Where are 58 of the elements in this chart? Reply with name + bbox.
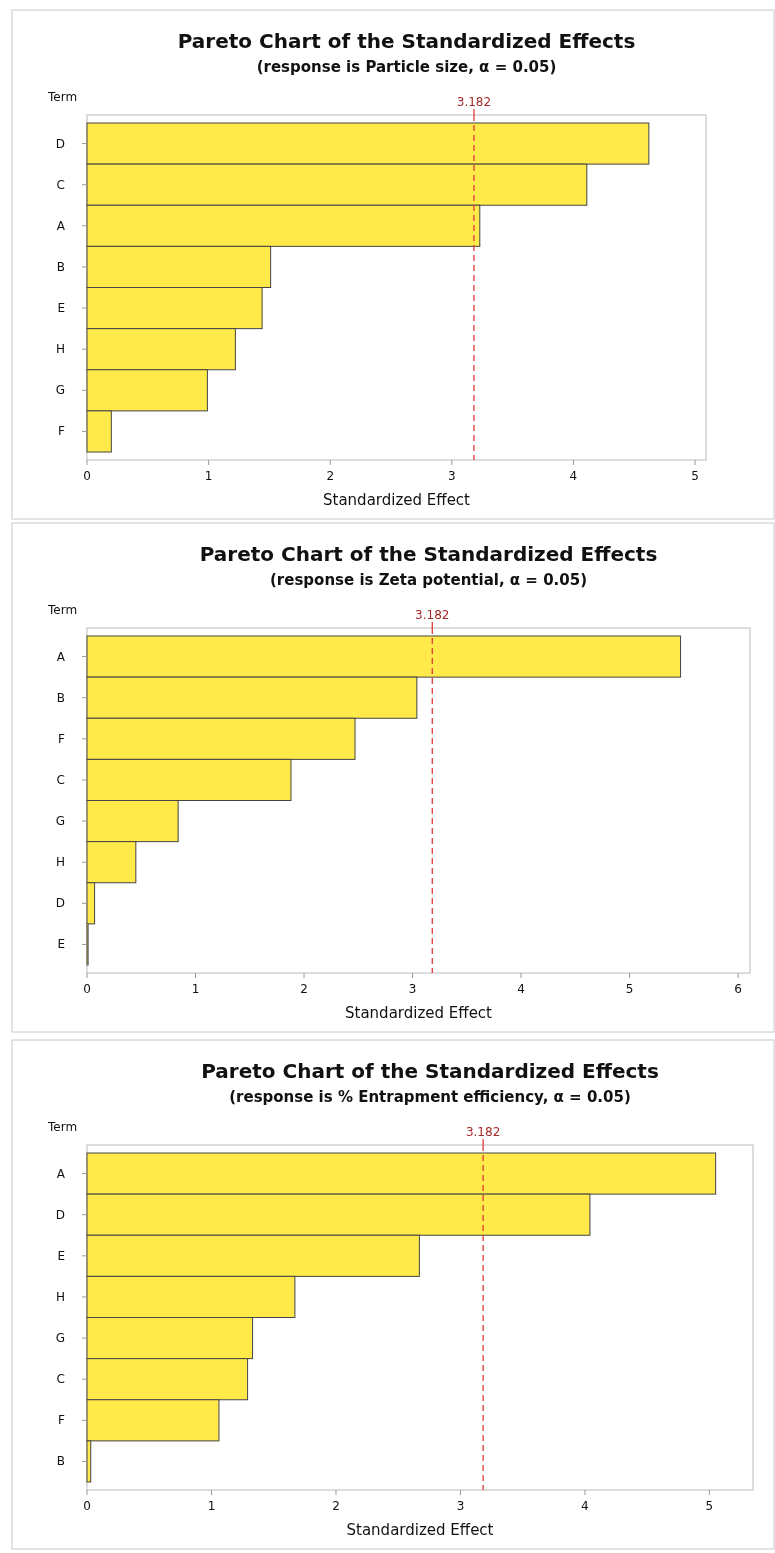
y-tick-label: A: [56, 1166, 66, 1181]
y-tick-label: C: [56, 177, 65, 192]
x-tick-label: 0: [83, 1499, 91, 1513]
chart-subtitle: (response is Zeta potential, α = 0.05): [270, 571, 587, 589]
ref-line-label: 3.182: [465, 1125, 501, 1139]
y-tick-label: D: [55, 896, 65, 911]
y-tick-label: A: [56, 649, 66, 664]
y-tick-label: A: [56, 218, 66, 233]
x-axis-title: Standardized Effect: [323, 491, 471, 509]
y-tick-label: E: [57, 301, 65, 316]
y-tick-label: F: [58, 1413, 66, 1428]
x-tick-label: 3: [448, 469, 456, 483]
x-axis-title: Standardized Effect: [346, 1521, 494, 1539]
x-tick-label: 3: [408, 982, 417, 996]
x-tick-label: 1: [207, 1499, 216, 1513]
x-tick-label: 2: [300, 982, 308, 996]
x-tick-label: 6: [734, 982, 742, 996]
y-tick-label: G: [55, 383, 65, 398]
x-tick-label: 4: [517, 982, 525, 996]
y-tick-label: E: [57, 937, 65, 952]
y-tick-label: C: [56, 1372, 65, 1387]
x-axis-title: Standardized Effect: [345, 1004, 493, 1022]
chart-subtitle: (response is Particle size, α = 0.05): [256, 58, 557, 76]
chart-title: Pareto Chart of the Standardized Effects: [201, 1059, 659, 1083]
chart-title: Pareto Chart of the Standardized Effects: [177, 29, 636, 53]
y-axis-title: Term: [47, 1120, 78, 1134]
y-tick-label: B: [56, 1454, 65, 1469]
y-axis-title: Term: [47, 90, 78, 104]
y-tick-label: H: [55, 342, 65, 357]
x-tick-label: 0: [83, 982, 91, 996]
y-tick-label: H: [55, 1289, 65, 1304]
y-tick-label: D: [55, 1207, 65, 1222]
ref-line-label: 3.182: [456, 95, 492, 109]
x-tick-label: 1: [191, 982, 200, 996]
y-tick-label: H: [55, 855, 65, 870]
y-tick-label: B: [56, 259, 65, 274]
x-tick-label: 2: [326, 469, 335, 483]
y-tick-label: G: [55, 814, 65, 829]
x-tick-label: 2: [332, 1499, 340, 1513]
x-tick-label: 4: [581, 1499, 589, 1513]
x-tick-label: 5: [625, 982, 634, 996]
y-tick-label: E: [57, 1248, 65, 1263]
x-tick-label: 5: [705, 1499, 714, 1513]
x-tick-label: 4: [569, 469, 578, 483]
chart-title: Pareto Chart of the Standardized Effects: [199, 542, 658, 566]
x-tick-label: 1: [204, 469, 213, 483]
y-tick-label: D: [55, 136, 65, 151]
x-tick-label: 3: [456, 1499, 465, 1513]
y-tick-label: B: [56, 690, 65, 705]
y-tick-label: G: [55, 1331, 65, 1346]
chart-subtitle: (response is % Entrapment efficiency, α = 0.05): [229, 1088, 631, 1106]
x-tick-label: 5: [691, 469, 699, 483]
y-tick-label: F: [58, 424, 66, 439]
y-tick-label: F: [58, 731, 66, 746]
y-tick-label: C: [56, 772, 65, 787]
x-tick-label: 0: [83, 469, 91, 483]
ref-line-label: 3.182: [415, 608, 450, 622]
y-axis-title: Term: [47, 603, 78, 617]
